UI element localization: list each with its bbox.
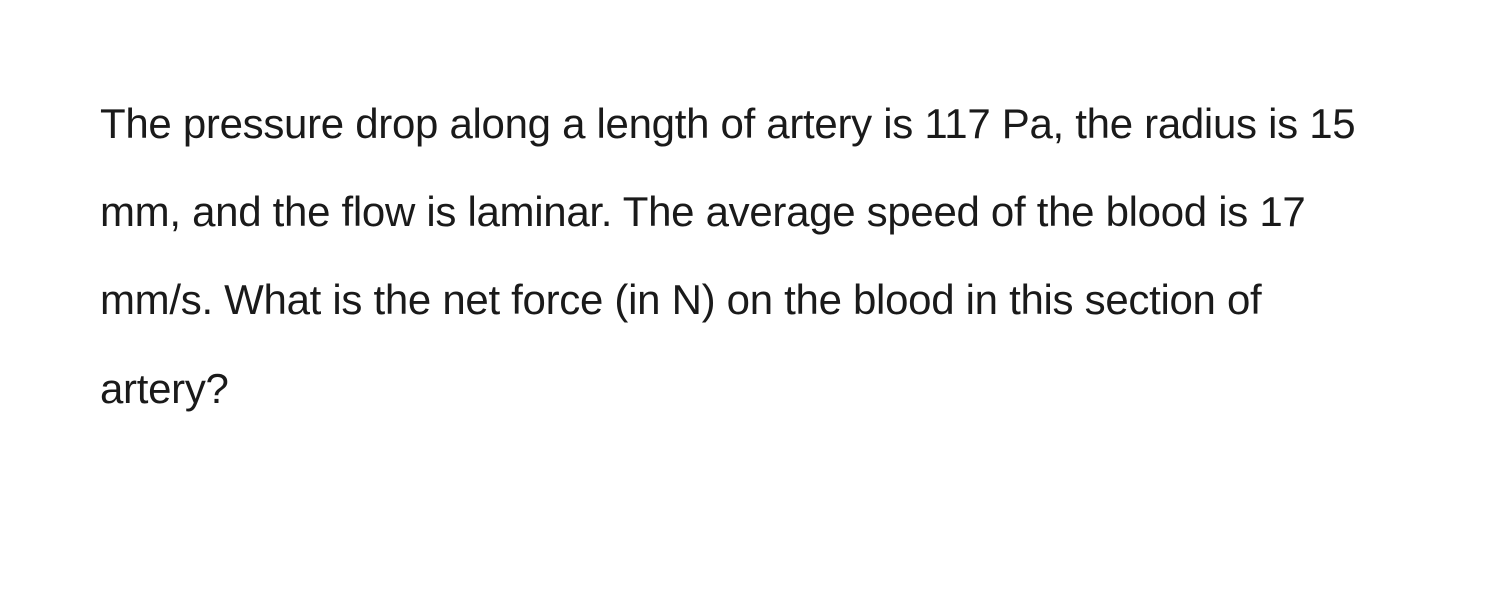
physics-question-text: The pressure drop along a length of arte… — [100, 80, 1400, 433]
